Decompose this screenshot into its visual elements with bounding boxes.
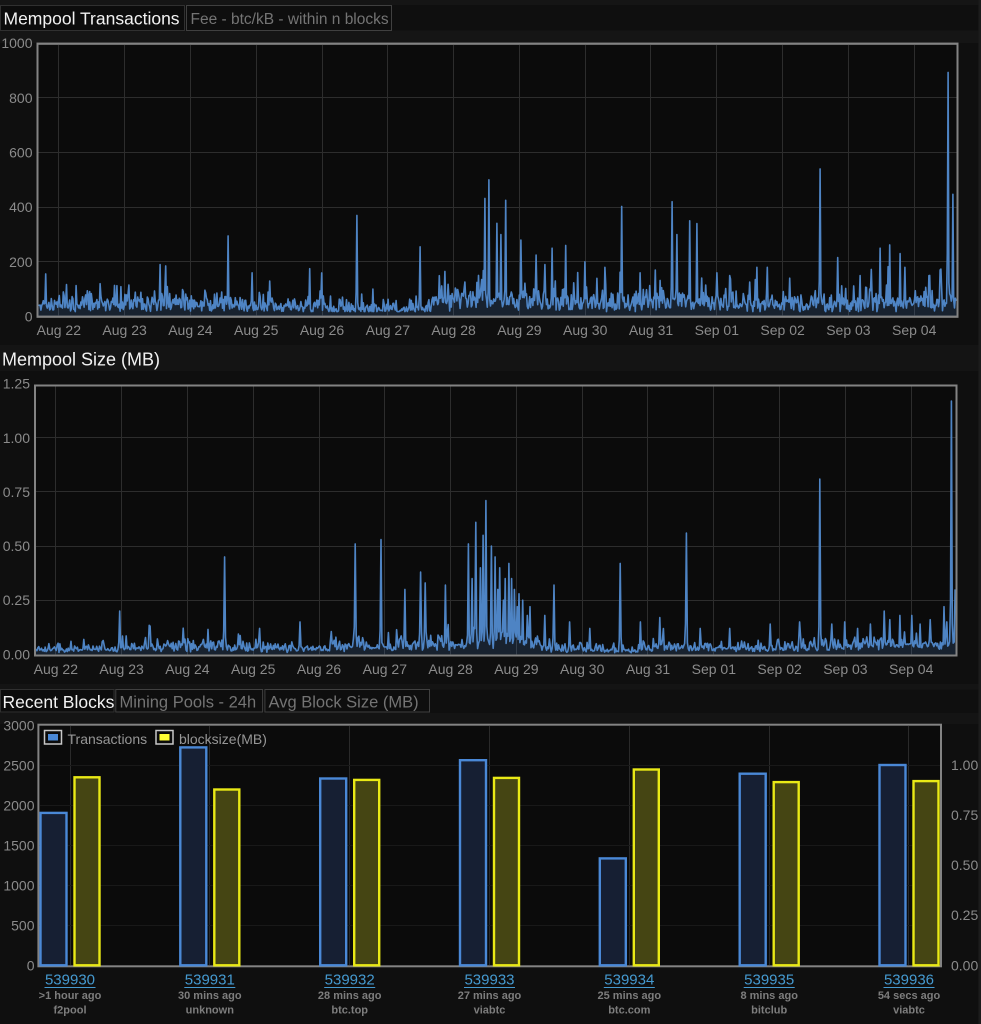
svg-text:539933: 539933	[464, 972, 514, 989]
svg-text:Aug 22: Aug 22	[34, 661, 79, 677]
svg-text:Aug 24: Aug 24	[165, 661, 210, 677]
svg-text:539935: 539935	[744, 972, 794, 989]
svg-text:539930: 539930	[45, 972, 95, 989]
svg-text:28 mins ago: 28 mins ago	[318, 990, 382, 1002]
svg-text:1500: 1500	[3, 837, 34, 853]
svg-text:Aug 31: Aug 31	[629, 322, 674, 338]
svg-text:Aug 30: Aug 30	[563, 322, 608, 338]
svg-text:Aug 29: Aug 29	[497, 322, 542, 338]
svg-text:1.00: 1.00	[951, 757, 978, 773]
svg-text:539931: 539931	[185, 972, 235, 989]
svg-text:Mining Pools - 24h: Mining Pools - 24h	[120, 693, 257, 711]
svg-text:Fee - btc/kB - within n blocks: Fee - btc/kB - within n blocks	[191, 11, 389, 28]
svg-text:Sep 02: Sep 02	[757, 661, 802, 677]
svg-text:0: 0	[27, 957, 35, 973]
svg-text:Aug 28: Aug 28	[428, 661, 473, 677]
svg-text:Sep 03: Sep 03	[823, 661, 868, 677]
svg-text:25 mins ago: 25 mins ago	[598, 990, 662, 1002]
svg-text:Aug 26: Aug 26	[297, 661, 342, 677]
svg-text:Aug 26: Aug 26	[300, 322, 345, 338]
svg-text:400: 400	[9, 199, 33, 215]
svg-text:Aug 24: Aug 24	[168, 322, 213, 338]
svg-text:Sep 01: Sep 01	[695, 322, 740, 338]
svg-text:600: 600	[9, 145, 33, 161]
svg-text:bitclub: bitclub	[751, 1005, 787, 1017]
svg-text:viabtc: viabtc	[893, 1005, 925, 1017]
svg-text:blocksize(MB): blocksize(MB)	[179, 731, 267, 747]
svg-text:500: 500	[11, 917, 35, 933]
svg-text:0.00: 0.00	[3, 646, 30, 662]
svg-text:Aug 25: Aug 25	[231, 661, 276, 677]
svg-text:Aug 30: Aug 30	[560, 661, 605, 677]
svg-text:>1 hour ago: >1 hour ago	[39, 990, 102, 1002]
svg-text:0.25: 0.25	[3, 592, 30, 608]
svg-text:Aug 22: Aug 22	[37, 322, 82, 338]
svg-text:0.25: 0.25	[951, 907, 978, 923]
svg-text:0.50: 0.50	[3, 538, 30, 554]
svg-text:800: 800	[9, 90, 33, 106]
svg-text:Sep 03: Sep 03	[826, 322, 871, 338]
svg-text:1000: 1000	[3, 877, 34, 893]
svg-text:2000: 2000	[3, 798, 34, 814]
svg-text:539936: 539936	[884, 972, 934, 989]
svg-text:Recent Blocks: Recent Blocks	[3, 692, 115, 712]
svg-text:3000: 3000	[3, 718, 34, 734]
svg-text:30 mins ago: 30 mins ago	[178, 990, 242, 1002]
svg-text:btc.top: btc.top	[331, 1005, 368, 1017]
svg-text:Aug 31: Aug 31	[626, 661, 671, 677]
svg-text:8 mins ago: 8 mins ago	[740, 990, 798, 1002]
svg-text:1.00: 1.00	[3, 430, 30, 446]
svg-text:unknown: unknown	[186, 1005, 235, 1017]
svg-text:0.75: 0.75	[951, 807, 978, 823]
svg-text:Aug 23: Aug 23	[102, 322, 147, 338]
svg-text:btc.com: btc.com	[608, 1005, 650, 1017]
svg-text:Sep 04: Sep 04	[892, 322, 937, 338]
svg-text:Sep 04: Sep 04	[889, 661, 934, 677]
svg-text:27 mins ago: 27 mins ago	[458, 990, 522, 1002]
svg-text:Aug 27: Aug 27	[363, 661, 408, 677]
svg-text:200: 200	[9, 254, 33, 270]
svg-text:1.25: 1.25	[3, 376, 30, 392]
svg-text:Mempool Transactions: Mempool Transactions	[4, 9, 180, 29]
svg-text:539932: 539932	[325, 972, 375, 989]
svg-text:2500: 2500	[3, 758, 34, 774]
svg-text:Aug 29: Aug 29	[494, 661, 539, 677]
svg-text:viabtc: viabtc	[474, 1005, 506, 1017]
svg-text:Transactions: Transactions	[68, 731, 148, 747]
svg-text:Mempool Size (MB): Mempool Size (MB)	[2, 350, 160, 370]
svg-text:Aug 25: Aug 25	[234, 322, 279, 338]
svg-text:Avg Block Size (MB): Avg Block Size (MB)	[269, 693, 419, 711]
svg-text:f2pool: f2pool	[54, 1005, 87, 1017]
svg-text:0: 0	[25, 309, 33, 325]
svg-text:1000: 1000	[1, 35, 32, 51]
svg-text:54 secs ago: 54 secs ago	[878, 990, 941, 1002]
svg-text:Sep 02: Sep 02	[760, 322, 805, 338]
svg-text:Aug 23: Aug 23	[99, 661, 144, 677]
svg-text:Sep 01: Sep 01	[692, 661, 737, 677]
svg-text:Aug 28: Aug 28	[431, 322, 476, 338]
svg-text:539934: 539934	[604, 972, 654, 989]
svg-text:0.50: 0.50	[951, 857, 978, 873]
svg-text:Aug 27: Aug 27	[366, 322, 411, 338]
svg-text:0.00: 0.00	[951, 957, 978, 973]
svg-text:0.75: 0.75	[3, 484, 30, 500]
